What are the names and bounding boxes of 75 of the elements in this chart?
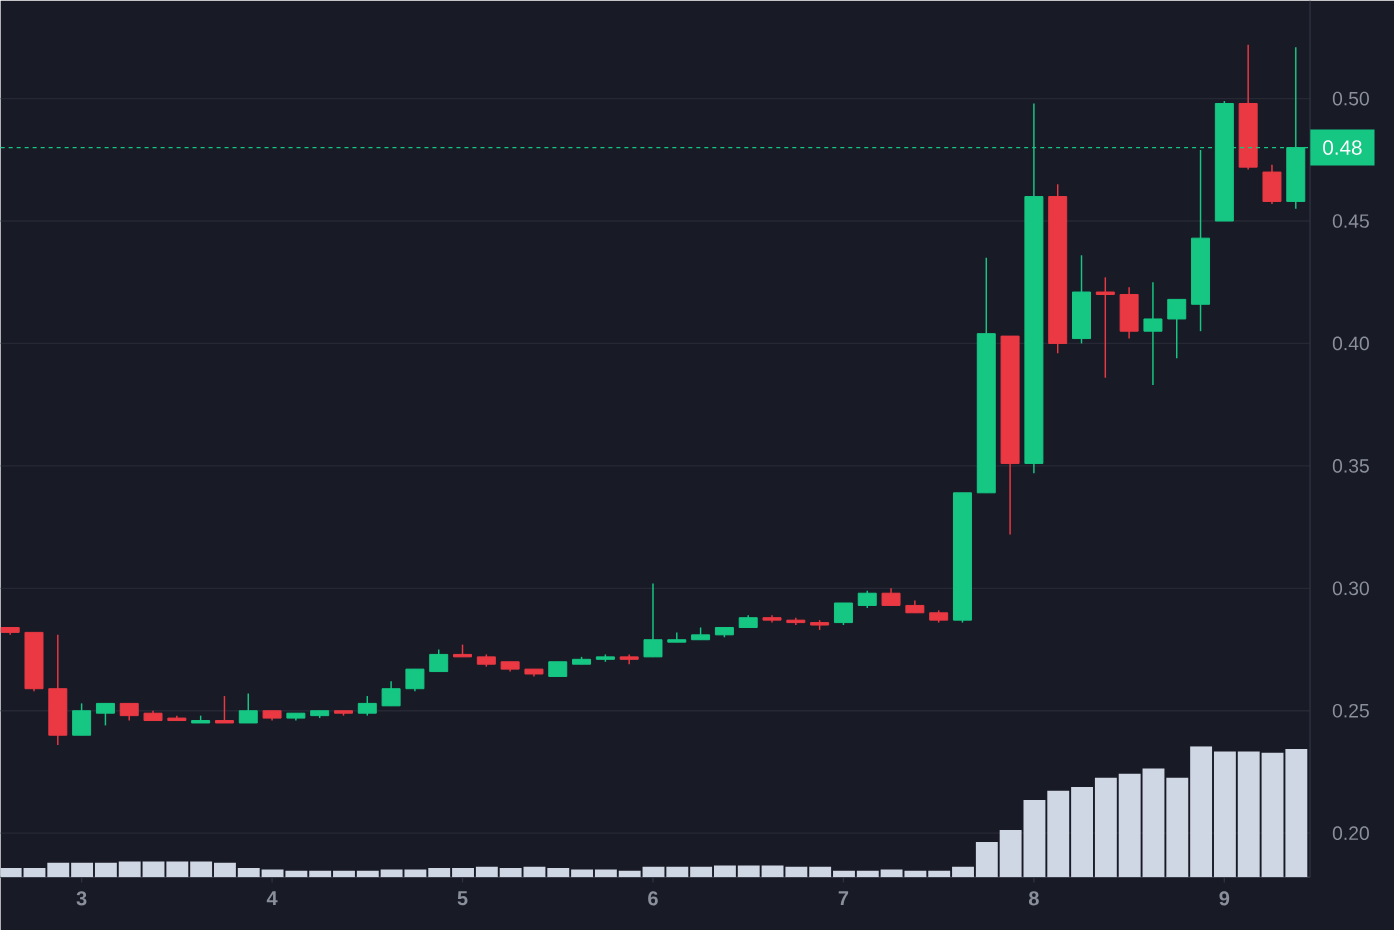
bar bbox=[1047, 790, 1070, 878]
x-tick-label: 8 bbox=[1028, 891, 1039, 906]
y-tick-label: 0.35 bbox=[1332, 458, 1369, 473]
bar bbox=[94, 862, 117, 878]
candlestick bbox=[381, 680, 401, 707]
x-tick-label: 9 bbox=[1219, 891, 1230, 906]
ref-line-label: 0.48 bbox=[1323, 140, 1362, 155]
x-tick-label: 3 bbox=[76, 891, 87, 906]
bar bbox=[452, 867, 474, 878]
bar bbox=[785, 866, 808, 878]
y-tick-label: 0.20 bbox=[1332, 826, 1369, 840]
bar bbox=[666, 866, 689, 878]
bar bbox=[1118, 773, 1141, 878]
bar bbox=[166, 861, 189, 878]
bar bbox=[833, 870, 855, 878]
candlestick bbox=[238, 692, 258, 724]
bar bbox=[713, 865, 736, 878]
candlestick bbox=[667, 631, 687, 643]
candlestick bbox=[833, 602, 853, 626]
candlestick bbox=[1095, 276, 1115, 379]
bar bbox=[809, 866, 832, 878]
bar bbox=[523, 866, 546, 878]
bar bbox=[690, 866, 713, 878]
candlestick bbox=[95, 702, 115, 727]
bar bbox=[928, 870, 951, 878]
bar bbox=[0, 867, 22, 878]
bar bbox=[213, 862, 236, 878]
x-tick-label: 5 bbox=[457, 891, 468, 906]
bar bbox=[856, 870, 879, 878]
bar bbox=[142, 861, 165, 878]
x-tick-label: 7 bbox=[838, 891, 849, 905]
y-tick-label: 0.30 bbox=[1332, 581, 1369, 596]
bar bbox=[499, 867, 522, 878]
bar bbox=[1190, 746, 1213, 878]
candlestick bbox=[405, 668, 425, 692]
bar bbox=[475, 866, 498, 878]
bar bbox=[118, 861, 141, 878]
candlestick bbox=[1143, 281, 1163, 386]
bar bbox=[1142, 768, 1165, 878]
bar bbox=[356, 870, 379, 878]
candlestick bbox=[1167, 298, 1187, 359]
bar bbox=[1213, 751, 1236, 878]
candlestick bbox=[643, 582, 663, 658]
candlestick bbox=[214, 695, 234, 724]
bar bbox=[47, 862, 70, 878]
bar bbox=[594, 869, 617, 878]
bar bbox=[761, 865, 784, 878]
x-tick-label: 6 bbox=[648, 891, 658, 906]
bar bbox=[237, 867, 260, 878]
bar bbox=[1285, 748, 1308, 878]
bar bbox=[618, 870, 641, 878]
bar bbox=[571, 869, 594, 878]
y-tick-label: 0.40 bbox=[1332, 336, 1369, 351]
bar bbox=[1071, 786, 1094, 878]
bar bbox=[1237, 751, 1260, 878]
candlestick bbox=[357, 695, 377, 717]
bar bbox=[428, 867, 451, 878]
y-tick-label: 0.25 bbox=[1332, 703, 1369, 718]
bar bbox=[1261, 752, 1284, 878]
candlestick bbox=[429, 648, 449, 673]
bar bbox=[23, 867, 46, 878]
bar bbox=[547, 867, 570, 878]
x-tick-label: 4 bbox=[266, 891, 278, 905]
bar bbox=[333, 870, 355, 878]
bar bbox=[642, 866, 665, 878]
bar bbox=[71, 862, 94, 878]
y-tick-label: 0.45 bbox=[1332, 214, 1369, 228]
bar bbox=[975, 841, 998, 878]
bar bbox=[737, 865, 760, 878]
bar bbox=[1166, 777, 1189, 878]
y-tick-label: 0.50 bbox=[1332, 91, 1369, 106]
bar bbox=[1094, 777, 1117, 878]
bar bbox=[190, 861, 213, 878]
bar bbox=[309, 870, 332, 878]
bar bbox=[952, 866, 974, 878]
